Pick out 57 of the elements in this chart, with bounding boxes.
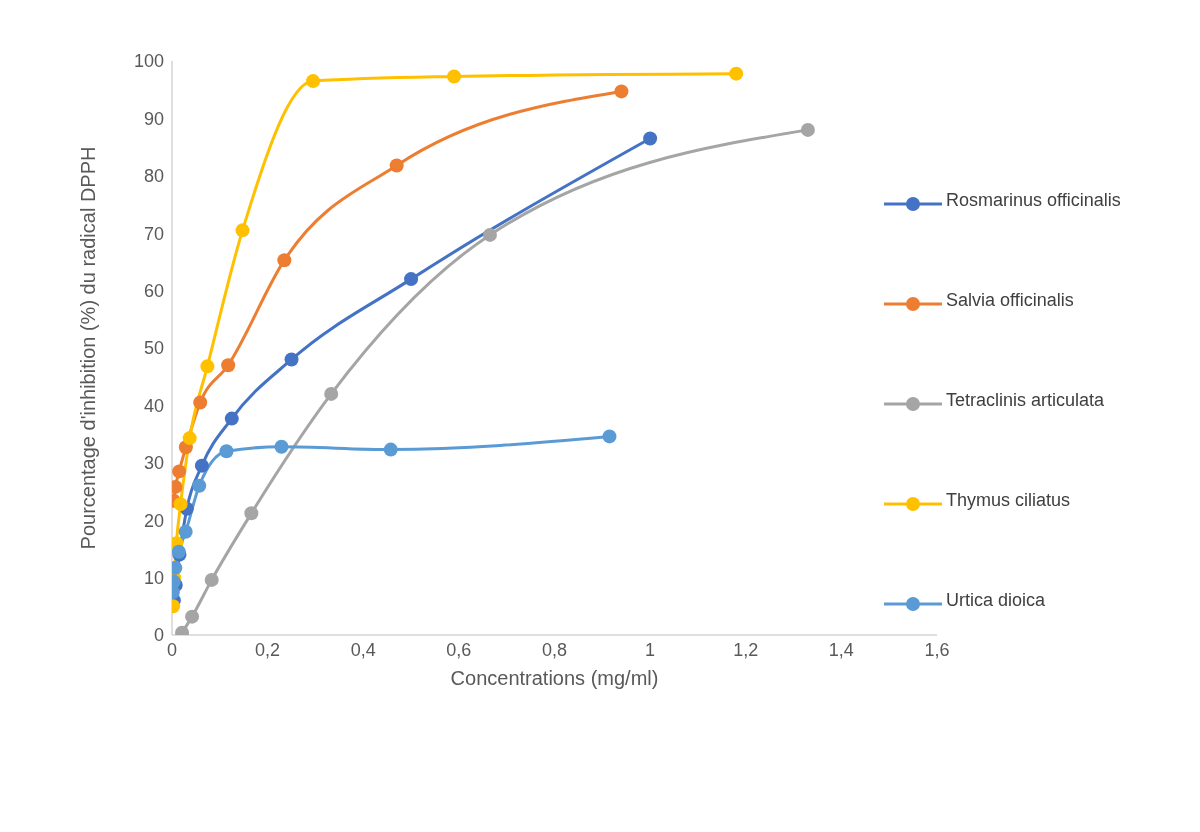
point: [643, 131, 658, 146]
point: [200, 359, 215, 374]
point: [404, 272, 419, 287]
y-tick-label: 80: [143, 166, 164, 187]
point: [178, 524, 193, 539]
point: [274, 439, 289, 454]
point: [729, 66, 744, 81]
legend-label: Tetraclinis articulata: [946, 390, 1105, 411]
y-tick-label: 50: [143, 338, 164, 359]
point: [284, 352, 299, 367]
y-tick-label: 100: [133, 51, 164, 72]
point: [172, 464, 187, 479]
x-tick-label: 0,2: [255, 639, 281, 660]
point: [244, 506, 259, 521]
x-tick-label: 1,4: [828, 639, 854, 660]
point: [800, 122, 815, 137]
x-tick-label: 0,6: [446, 639, 472, 660]
point: [383, 442, 398, 457]
point: [447, 69, 462, 84]
legend-label: Salvia officinalis: [946, 290, 1074, 311]
point: [173, 497, 188, 512]
point: [614, 84, 629, 99]
x-axis-title: Concentrations (mg/ml): [450, 667, 659, 689]
point: [192, 478, 207, 493]
y-tick-label: 30: [143, 453, 164, 474]
y-tick-label: 70: [143, 223, 164, 244]
point: [182, 431, 197, 446]
x-tick-label: 1: [645, 639, 656, 660]
x-tick-label: 1,2: [733, 639, 759, 660]
point: [277, 253, 292, 268]
point: [221, 358, 236, 373]
point: [219, 444, 234, 459]
point: [193, 395, 208, 410]
point: [224, 411, 239, 426]
y-tick-label: 0: [153, 625, 164, 646]
y-axis-title: Pourcentage d'inhibition (%) du radical DPPH: [77, 146, 100, 550]
point: [204, 572, 219, 587]
x-tick-label: 0,8: [541, 639, 568, 660]
y-tick-label: 20: [143, 510, 164, 531]
legend-label: Thymus ciliatus: [946, 490, 1071, 511]
point: [235, 223, 250, 238]
legend-label: Rosmarinus officinalis: [946, 190, 1121, 211]
y-tick-label: 10: [143, 567, 164, 588]
point: [602, 429, 617, 444]
point: [194, 458, 209, 473]
y-tick-label: 90: [143, 108, 164, 129]
point: [324, 386, 339, 401]
point: [482, 227, 497, 242]
point: [389, 158, 404, 173]
legend-label: Urtica dioica: [946, 590, 1046, 611]
y-tick-label: 60: [143, 280, 164, 301]
x-tick-label: 1,6: [924, 639, 950, 660]
x-tick-label: 0: [166, 639, 178, 660]
point: [306, 74, 321, 89]
x-tick-label: 0,4: [350, 639, 376, 660]
y-tick-label: 40: [143, 395, 164, 416]
point: [185, 609, 200, 624]
